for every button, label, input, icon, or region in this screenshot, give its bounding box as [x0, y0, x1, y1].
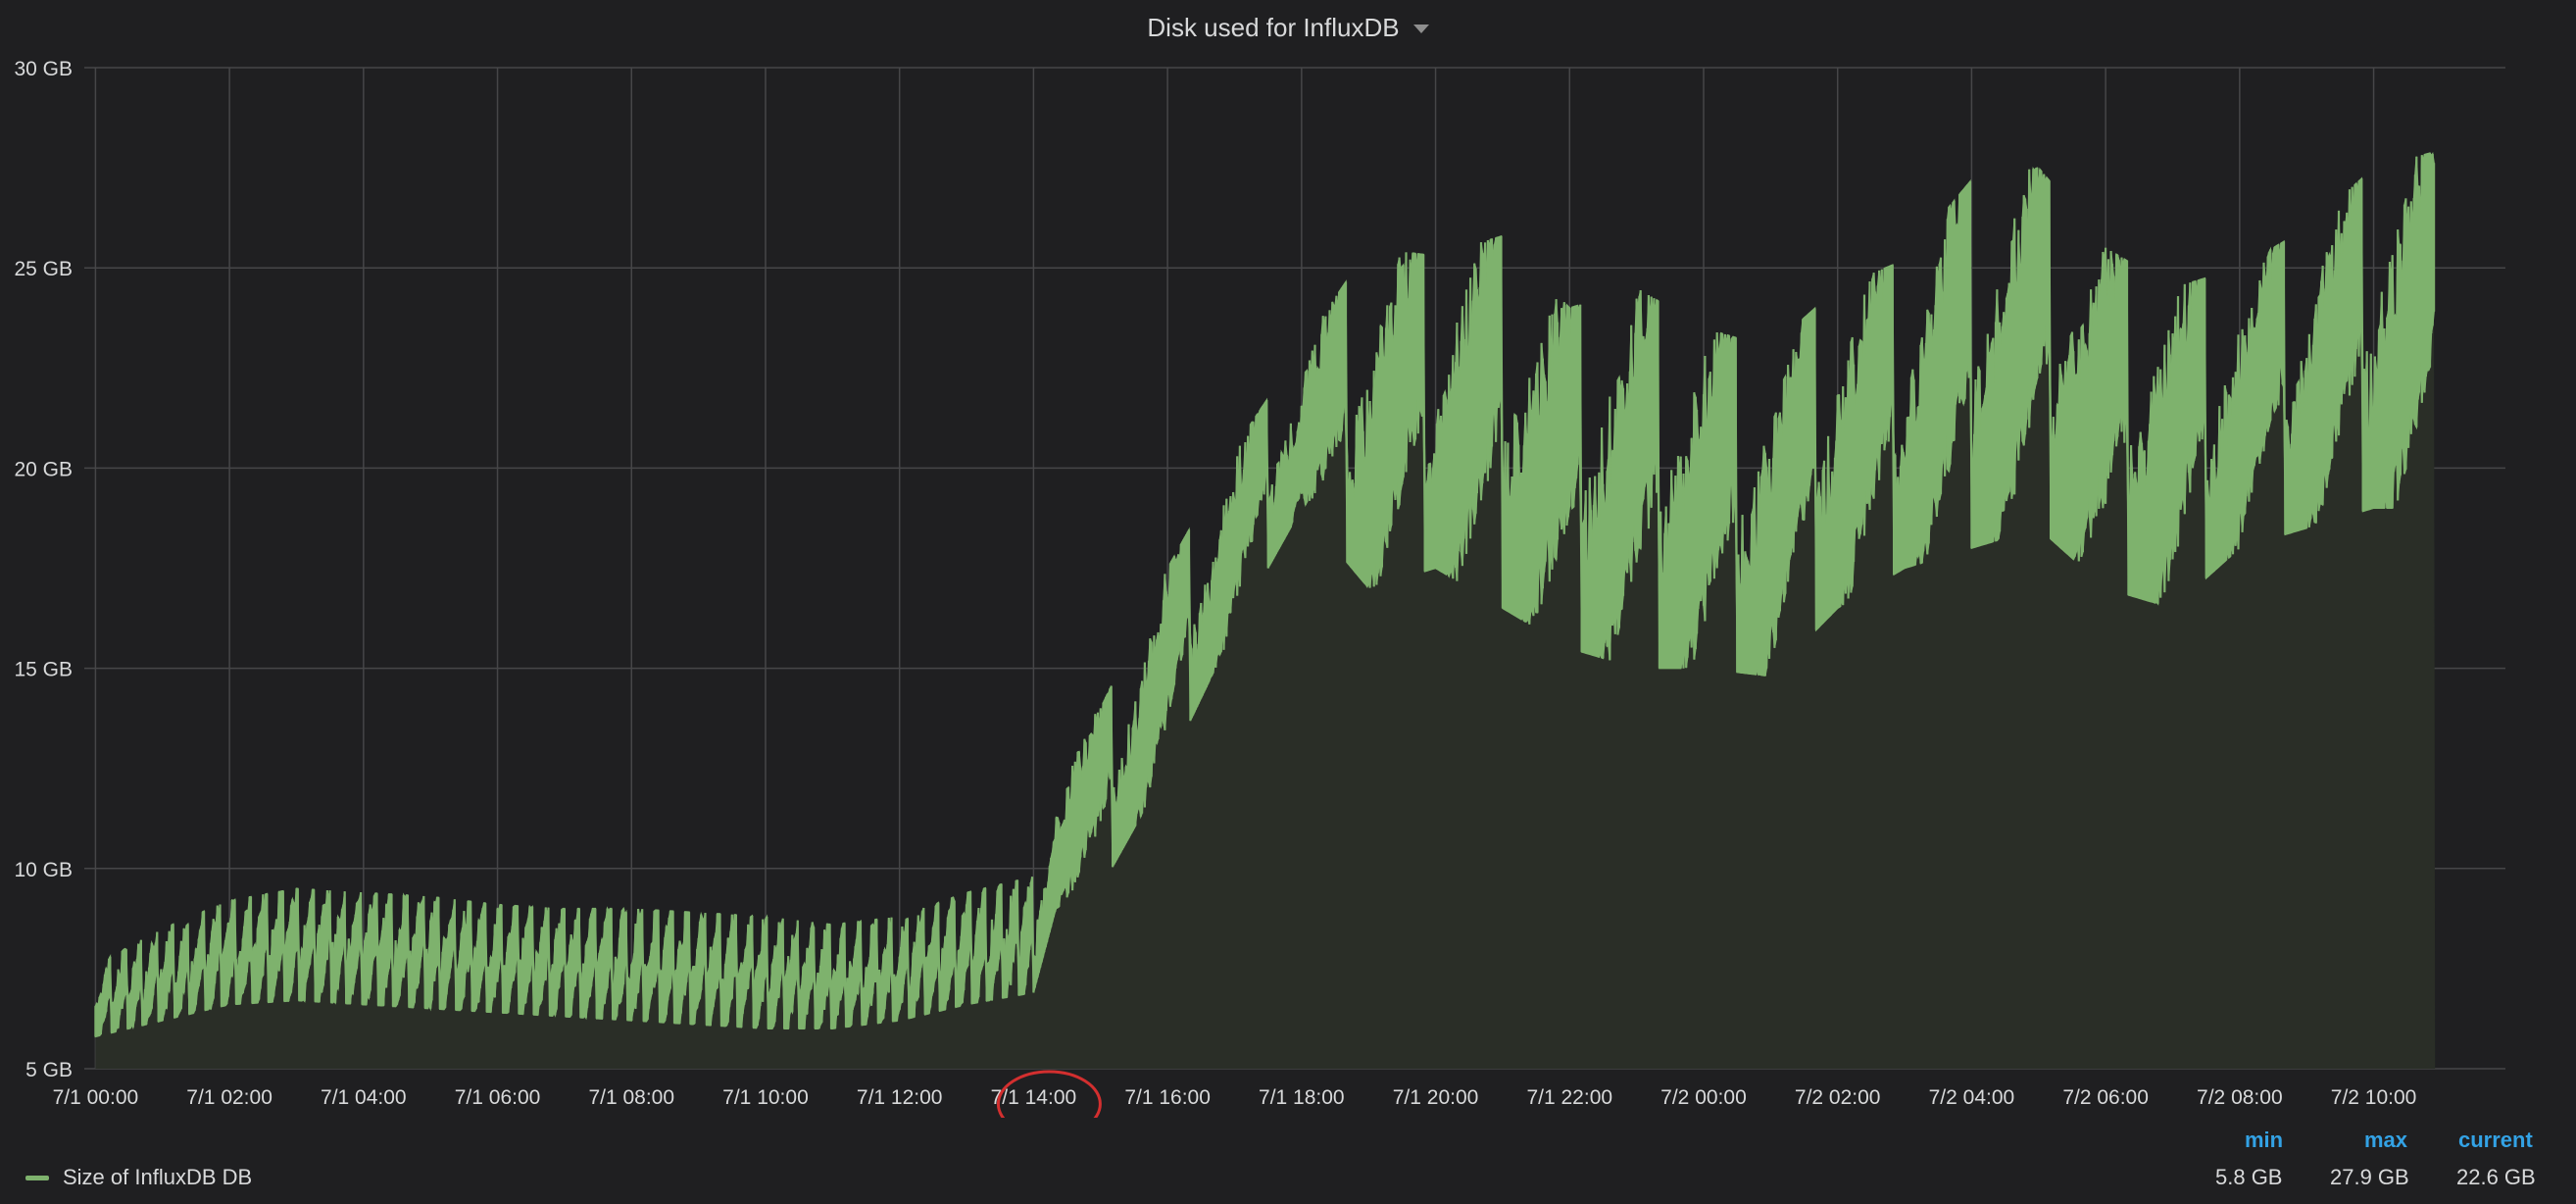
x-tick-label: 7/1 12:00 — [857, 1086, 943, 1109]
y-tick-label: 15 GB — [14, 659, 73, 681]
series-area-fill — [95, 311, 2436, 1069]
legend-series-label[interactable]: Size of InfluxDB DB — [63, 1165, 253, 1189]
x-tick-label: 7/2 02:00 — [1795, 1086, 1881, 1109]
x-tick-label: 7/1 04:00 — [321, 1086, 407, 1109]
annotation-circle — [996, 1070, 1102, 1118]
x-tick-label: 7/1 20:00 — [1393, 1086, 1479, 1109]
y-tick-label: 5 GB — [25, 1059, 73, 1081]
y-tick-label: 20 GB — [14, 458, 73, 480]
y-tick-label: 10 GB — [14, 859, 73, 881]
legend-color-swatch[interactable] — [25, 1175, 49, 1180]
x-tick-label: 7/2 04:00 — [1929, 1086, 2015, 1109]
x-tick-label: 7/1 22:00 — [1526, 1086, 1612, 1109]
series-line — [94, 153, 2436, 1037]
legend-current-header[interactable]: current — [2458, 1128, 2533, 1152]
x-tick-label: 7/1 18:00 — [1259, 1086, 1345, 1109]
legend-max-header[interactable]: max — [2364, 1128, 2408, 1152]
x-tick-label: 7/1 08:00 — [588, 1086, 674, 1109]
axes: 5 GB 10 GB 15 GB 20 GB 25 GB 30 GB 7/1 00:00 7/… — [14, 58, 2416, 1109]
x-tick-label: 7/1 06:00 — [455, 1086, 541, 1109]
x-tick-label: 7/1 16:00 — [1124, 1086, 1211, 1109]
panel-title-bar[interactable]: Disk used for InfluxDB — [0, 8, 2576, 47]
x-tick-label: 7/1 14:00 — [991, 1086, 1077, 1109]
x-tick-label: 7/2 06:00 — [2062, 1086, 2149, 1109]
panel-title[interactable]: Disk used for InfluxDB — [1147, 12, 1400, 42]
legend: min max current Size of InfluxDB DB 5.8 … — [0, 1118, 2576, 1204]
x-tick-label: 7/1 10:00 — [722, 1086, 809, 1109]
x-tick-label: 7/1 02:00 — [186, 1086, 272, 1109]
x-tick-label: 7/2 00:00 — [1660, 1086, 1747, 1109]
x-tick-label: 7/2 08:00 — [2197, 1086, 2283, 1109]
y-tick-label: 30 GB — [14, 58, 73, 80]
legend-min-value: 5.8 GB — [2215, 1165, 2283, 1189]
annotation-layer — [996, 1070, 1102, 1118]
x-tick-label: 7/2 10:00 — [2331, 1086, 2417, 1109]
series-layer — [94, 152, 2436, 1069]
y-tick-label: 25 GB — [14, 258, 73, 280]
legend-max-value: 27.9 GB — [2330, 1165, 2409, 1189]
legend-series-item[interactable]: Size of InfluxDB DB — [25, 1165, 252, 1190]
x-tick-label: 7/1 00:00 — [53, 1086, 139, 1109]
chevron-down-icon[interactable] — [1412, 24, 1429, 33]
legend-current-value: 22.6 GB — [2456, 1165, 2536, 1189]
legend-min-header[interactable]: min — [2245, 1128, 2284, 1152]
chart-area: 5 GB 10 GB 15 GB 20 GB 25 GB 30 GB 7/1 00:00 7/… — [14, 58, 2505, 1118]
